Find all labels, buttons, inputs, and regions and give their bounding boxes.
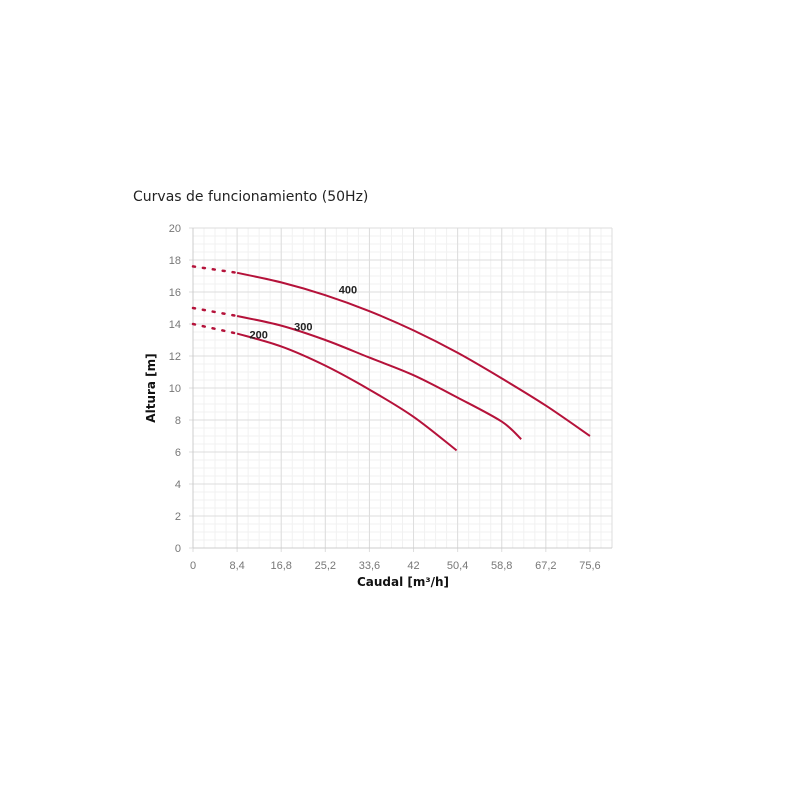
y-tick-label: 20 <box>169 223 181 235</box>
y-tick-label: 18 <box>169 255 181 267</box>
curve-label-400: 400 <box>339 285 357 297</box>
curve-300-extrapolated <box>191 306 239 318</box>
curve-200-extrapolated <box>191 322 239 335</box>
x-tick-label: 42 <box>407 560 419 572</box>
curve-400-extrapolated <box>191 265 239 275</box>
y-tick-label: 2 <box>175 511 181 523</box>
curve-300 <box>236 315 522 440</box>
x-tick-label: 8,4 <box>229 560 244 572</box>
y-tick-label: 10 <box>169 383 181 395</box>
curve-label-300: 300 <box>294 321 312 333</box>
y-tick-label: 4 <box>175 479 181 491</box>
y-tick-label: 8 <box>175 415 181 427</box>
curve-label-200: 200 <box>249 329 267 341</box>
x-tick-label: 75,6 <box>579 560 600 572</box>
chart-title: Curvas de funcionamiento (50Hz) <box>133 189 369 205</box>
x-tick-label: 33,6 <box>359 560 380 572</box>
x-tick-label: 0 <box>190 560 196 572</box>
x-tick-label: 50,4 <box>447 560 468 572</box>
x-axis-label: Caudal [m³/h] <box>357 575 449 589</box>
x-tick-label: 25,2 <box>315 560 336 572</box>
curve-200 <box>236 332 458 452</box>
y-axis-label: Altura [m] <box>144 353 158 422</box>
y-tick-label: 14 <box>169 319 181 331</box>
y-tick-label: 16 <box>169 287 181 299</box>
x-tick-label: 67,2 <box>535 560 556 572</box>
x-tick-label: 58,8 <box>491 560 512 572</box>
x-tick-label: 16,8 <box>270 560 291 572</box>
curve-400 <box>236 271 591 437</box>
y-tick-label: 0 <box>175 543 181 555</box>
y-tick-label: 6 <box>175 447 181 459</box>
y-tick-label: 12 <box>169 351 181 363</box>
